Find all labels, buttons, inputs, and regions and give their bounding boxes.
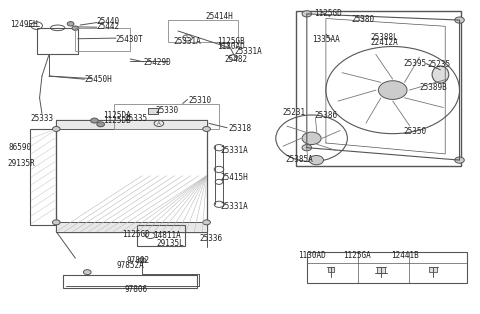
Circle shape — [302, 11, 312, 17]
Text: 1125GD: 1125GD — [121, 230, 149, 239]
Text: 25389B: 25389B — [419, 84, 447, 92]
Text: 25386: 25386 — [315, 111, 338, 120]
Bar — [63, 275, 197, 288]
Bar — [37, 28, 78, 54]
Bar — [114, 104, 218, 129]
Text: 97852A: 97852A — [117, 262, 144, 270]
Text: 25414H: 25414H — [205, 12, 233, 21]
Text: 25318: 25318 — [228, 124, 251, 133]
Text: 25380: 25380 — [351, 15, 374, 24]
Text: 25350: 25350 — [404, 127, 427, 136]
Text: 29135L: 29135L — [156, 239, 184, 248]
Text: 25335: 25335 — [124, 114, 147, 123]
Circle shape — [302, 132, 321, 144]
Bar — [56, 222, 206, 232]
Text: 25415H: 25415H — [220, 173, 248, 182]
Text: 1130AD: 1130AD — [298, 251, 326, 260]
Text: 25430T: 25430T — [115, 35, 143, 45]
Circle shape — [91, 118, 98, 123]
Text: 25429D: 25429D — [144, 58, 171, 67]
Text: 97806: 97806 — [124, 285, 148, 294]
Ellipse shape — [432, 66, 449, 83]
Text: 1125GA: 1125GA — [343, 251, 371, 260]
Text: 29135R: 29135R — [7, 159, 35, 168]
Text: A: A — [185, 35, 189, 40]
Text: 25482: 25482 — [225, 55, 248, 64]
Bar — [328, 268, 334, 272]
Bar — [148, 108, 158, 114]
Text: 25442: 25442 — [97, 22, 120, 31]
Text: 25331A: 25331A — [234, 47, 262, 56]
Text: 25330: 25330 — [156, 106, 179, 115]
Text: 1335AA: 1335AA — [312, 35, 340, 44]
Circle shape — [138, 258, 146, 263]
Text: 25385A: 25385A — [285, 155, 313, 164]
Bar — [75, 28, 130, 51]
Text: 25333: 25333 — [30, 114, 53, 123]
Text: 14811A: 14811A — [153, 231, 181, 240]
Text: 25331A: 25331A — [173, 37, 201, 46]
Text: 25235: 25235 — [427, 60, 450, 69]
Bar — [296, 11, 461, 166]
Text: 25440: 25440 — [97, 17, 120, 26]
Text: 25450H: 25450H — [85, 75, 113, 84]
Text: 1125GB: 1125GB — [217, 37, 245, 46]
Text: 25336: 25336 — [199, 234, 223, 243]
Text: 1125DA: 1125DA — [104, 111, 131, 120]
Circle shape — [203, 127, 210, 132]
Text: 12441B: 12441B — [391, 251, 419, 260]
Text: 1125DB: 1125DB — [104, 116, 131, 125]
Text: 25331A: 25331A — [220, 202, 248, 211]
Circle shape — [455, 157, 464, 163]
Bar — [56, 120, 206, 232]
Bar — [168, 20, 238, 42]
Bar — [430, 267, 437, 272]
Text: 1125GD: 1125GD — [314, 9, 342, 18]
Text: A: A — [157, 121, 161, 126]
Text: 25231: 25231 — [282, 108, 306, 117]
Bar — [377, 268, 384, 273]
Text: 1249EH: 1249EH — [10, 19, 38, 29]
Text: 25310: 25310 — [189, 96, 212, 105]
Bar — [30, 129, 56, 225]
Circle shape — [455, 17, 464, 23]
Bar — [307, 252, 467, 283]
Circle shape — [378, 81, 407, 100]
Circle shape — [52, 220, 60, 225]
Bar — [137, 225, 185, 246]
Circle shape — [203, 220, 210, 225]
Text: 97802: 97802 — [126, 256, 150, 265]
Text: 1130AD: 1130AD — [217, 42, 245, 51]
Circle shape — [84, 270, 91, 275]
Bar — [56, 120, 206, 129]
Circle shape — [72, 26, 79, 30]
Text: 25331A: 25331A — [220, 146, 248, 155]
Text: 25395: 25395 — [404, 58, 427, 68]
Circle shape — [52, 127, 60, 132]
Circle shape — [67, 22, 74, 26]
Text: 22412A: 22412A — [370, 38, 398, 47]
Circle shape — [302, 144, 312, 151]
Circle shape — [309, 155, 324, 165]
Text: 25388L: 25388L — [370, 33, 398, 42]
Circle shape — [97, 122, 105, 127]
Text: 86590: 86590 — [9, 143, 32, 152]
